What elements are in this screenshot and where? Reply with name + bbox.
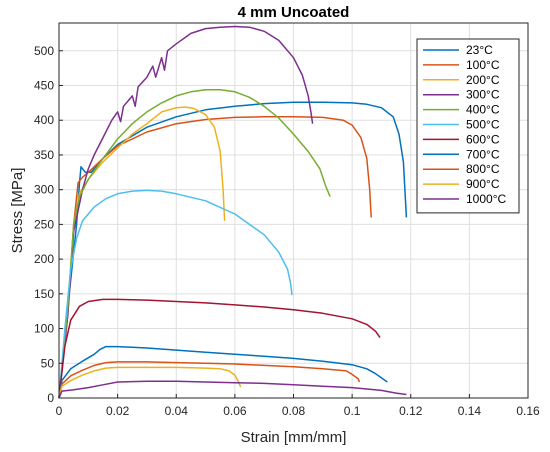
legend-label: 200°C [466, 73, 500, 87]
y-tick-label: 200 [34, 252, 54, 266]
legend-item: 700°C [423, 147, 500, 161]
legend-label: 900°C [466, 177, 500, 191]
series-line [58, 361, 361, 399]
y-tick-label: 350 [34, 148, 54, 162]
legend-item: 800°C [423, 162, 500, 176]
y-tick-label: 450 [34, 79, 54, 93]
legend: 23°C100°C200°C300°C400°C500°C600°C700°C8… [416, 38, 520, 214]
y-axis-ticks: 0 50 100 150 200 250 300 350 400 450 500 [34, 44, 63, 405]
x-tick-label: 0.12 [399, 404, 423, 418]
series-line [58, 25, 314, 399]
x-tick-label: 0.02 [106, 404, 130, 418]
series-line [58, 298, 381, 399]
x-tick-label: 0.16 [516, 404, 540, 418]
series-line [58, 189, 293, 399]
legend-item: 23°C [423, 43, 493, 57]
series-line [58, 88, 331, 399]
legend-item: 1000°C [423, 192, 506, 206]
legend-item: 300°C [423, 88, 500, 102]
series-line [58, 345, 388, 399]
legend-item: 400°C [423, 103, 500, 117]
y-axis-label: Stress [MPa] [9, 168, 26, 254]
legend-item: 200°C [423, 73, 500, 87]
x-tick-label: 0.06 [223, 404, 247, 418]
series-line [58, 366, 242, 399]
legend-label: 300°C [466, 88, 500, 102]
legend-item: 600°C [423, 132, 500, 146]
legend-label: 600°C [466, 132, 500, 146]
series-line [58, 116, 372, 399]
legend-item: 500°C [423, 118, 500, 132]
x-tick-label: 0.14 [458, 404, 482, 418]
y-tick-label: 50 [41, 356, 55, 370]
legend-label: 100°C [466, 58, 500, 72]
y-tick-label: 250 [34, 217, 54, 231]
y-tick-label: 500 [34, 44, 54, 58]
y-tick-label: 300 [34, 183, 54, 197]
y-tick-label: 150 [34, 287, 54, 301]
legend-label: 500°C [466, 118, 500, 132]
series-lines [58, 25, 408, 399]
y-tick-label: 400 [34, 113, 54, 127]
x-tick-label: 0.08 [282, 404, 306, 418]
y-tick-label: 100 [34, 322, 54, 336]
legend-label: 23°C [466, 43, 493, 57]
legend-label: 400°C [466, 103, 500, 117]
series-line [58, 380, 407, 399]
x-tick-label: 0.1 [344, 404, 361, 418]
legend-item: 900°C [423, 177, 500, 191]
legend-item: 100°C [423, 58, 500, 72]
legend-label: 1000°C [466, 192, 506, 206]
legend-label: 700°C [466, 147, 500, 161]
x-tick-label: 0.04 [165, 404, 189, 418]
x-axis-label: Strain [mm/mm] [241, 429, 347, 446]
y-tick-label: 0 [47, 391, 54, 405]
series-line [58, 101, 408, 399]
legend-label: 800°C [466, 162, 500, 176]
chart-title: 4 mm Uncoated [238, 4, 350, 21]
x-tick-label: 0 [56, 404, 63, 418]
x-axis-ticks: 0 0.02 0.04 0.06 0.08 0.1 0.12 0.14 0.16 [56, 394, 540, 418]
